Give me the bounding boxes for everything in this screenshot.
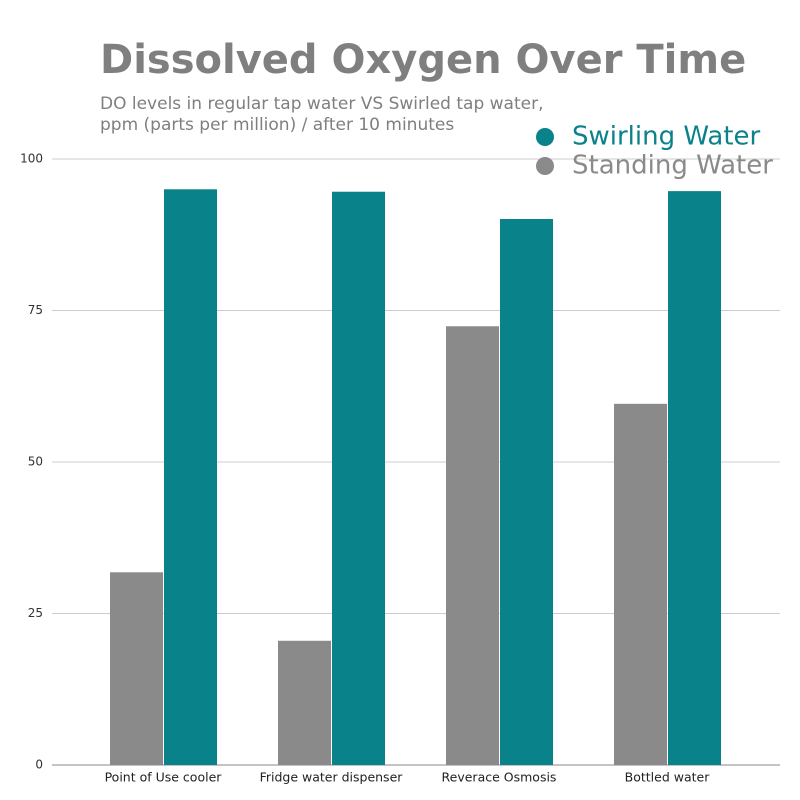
x-tick-label: Reverace Osmosis xyxy=(442,770,557,785)
legend-marker xyxy=(536,157,554,175)
bar xyxy=(110,572,163,765)
legend-label: Standing Water xyxy=(572,151,773,181)
chart-subtitle: DO levels in regular tap water VS Swirle… xyxy=(100,94,543,114)
y-tick-label: 25 xyxy=(28,606,43,620)
bar xyxy=(164,189,217,766)
bar xyxy=(500,218,553,765)
y-tick-label: 100 xyxy=(20,152,43,166)
x-tick-label: Point of Use cooler xyxy=(105,770,223,785)
bar xyxy=(614,403,667,765)
legend-marker xyxy=(536,128,554,146)
x-tick-label: Bottled water xyxy=(625,770,711,785)
chart-title: Dissolved Oxygen Over Time xyxy=(100,37,746,83)
x-tick-label: Fridge water dispenser xyxy=(260,770,404,785)
bar xyxy=(446,326,499,765)
y-tick-label: 75 xyxy=(28,303,43,317)
y-tick-label: 50 xyxy=(28,455,43,469)
bar xyxy=(668,191,721,766)
bar xyxy=(332,191,385,765)
bar xyxy=(278,640,331,765)
chart-subtitle: ppm (parts per million) / after 10 minut… xyxy=(100,115,454,135)
y-tick-label: 0 xyxy=(35,758,43,772)
legend-label: Swirling Water xyxy=(572,122,761,152)
